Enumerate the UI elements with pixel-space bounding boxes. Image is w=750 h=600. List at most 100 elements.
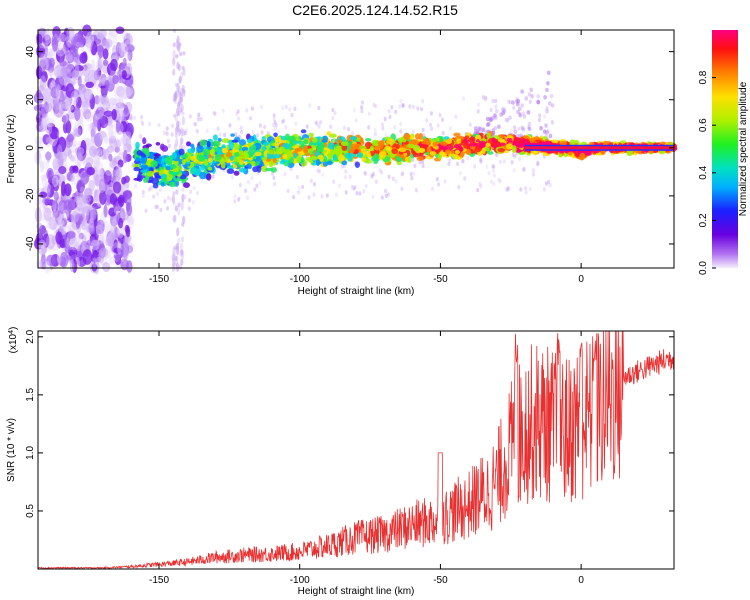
spectrogram-cell <box>372 153 380 160</box>
spectrogram-cell <box>180 137 184 145</box>
spectrogram-cell <box>238 168 247 173</box>
spectrogram-cell <box>344 175 347 180</box>
spectrogram-cell <box>117 194 125 207</box>
spectrogram-cell <box>182 51 186 56</box>
spectrogram-cell <box>69 258 75 273</box>
spectrogram-cell <box>93 95 101 105</box>
spectrogram-cell <box>407 143 415 148</box>
spectrogram-cell <box>360 105 364 110</box>
spectrogram-cell <box>112 218 117 232</box>
spectrogram-cell <box>109 193 117 206</box>
spectrogram-cell <box>394 179 398 184</box>
spectrogram-cell <box>56 130 62 138</box>
spectrogram-cell <box>83 88 94 102</box>
spectrogram-cell <box>167 143 171 149</box>
spectrogram-cell <box>348 174 352 179</box>
spectrogram-cell <box>64 183 72 197</box>
spectrogram-cell <box>65 120 72 134</box>
spectrogram-cell <box>140 164 149 170</box>
spectrogram-cell <box>506 118 510 123</box>
spectrogram-cell <box>354 118 358 123</box>
spectrogram-cell <box>504 187 508 192</box>
spectrogram-cell <box>188 114 192 119</box>
spectrogram-cell <box>506 186 510 191</box>
spectrogram-cell <box>481 127 486 133</box>
spectrogram-cell <box>457 185 461 190</box>
spectrogram-cell <box>329 124 333 129</box>
spectrogram-cell <box>362 188 366 194</box>
spectrogram-cell <box>372 172 375 177</box>
spectrogram-cell <box>311 137 318 143</box>
spectrogram-cell <box>40 118 50 129</box>
spectrogram-cell <box>86 167 95 176</box>
spectrogram-cell <box>172 97 176 103</box>
spectrogram-cell <box>150 185 154 190</box>
spectrogram-cell <box>107 222 113 238</box>
spectrogram-cell <box>384 193 388 198</box>
chart-title: C2E6.2025.124.14.52.R15 <box>292 2 458 18</box>
spectrogram-cell <box>211 140 220 147</box>
spectrogram-cell <box>408 104 412 109</box>
spectrogram-cell <box>183 182 190 189</box>
spectrogram-cell <box>307 195 311 200</box>
spectrogram-cell <box>241 146 249 152</box>
spectrogram-cell <box>39 160 45 173</box>
spectrogram-cell <box>366 151 371 158</box>
spectrogram-cell <box>536 162 540 167</box>
spectrogram-cell <box>353 185 357 190</box>
spectrogram-cell <box>56 49 65 63</box>
spectrogram-cell <box>61 217 68 227</box>
spectrogram-cell <box>156 204 159 210</box>
spectrogram-cell <box>332 154 338 161</box>
spectrogram-cell <box>112 74 119 85</box>
spectrogram-cell <box>115 102 126 109</box>
spectrogram-cell <box>361 100 364 105</box>
spectrogram-cell <box>491 168 495 173</box>
spectrogram-cell <box>141 147 150 153</box>
spectrogram-cell <box>551 139 559 144</box>
spectrogram-cell <box>160 181 165 187</box>
spectrogram-cell <box>70 155 75 162</box>
spectrogram-cell <box>545 106 549 111</box>
spectrogram-cell <box>173 261 177 271</box>
spectrogram-cell <box>37 228 45 235</box>
spectrogram-cell <box>148 151 155 160</box>
spectrogram-cell <box>498 159 502 165</box>
spectrogram-cell <box>399 129 403 134</box>
spectrogram-cell <box>327 142 335 150</box>
spectrogram-cell <box>140 114 144 120</box>
spectrogram-cell <box>400 186 404 192</box>
spectrogram-cell <box>281 119 284 124</box>
spectrogram-cell <box>105 181 116 196</box>
spectrogram-cell <box>174 133 178 139</box>
spectrogram-cell <box>263 141 269 147</box>
spectrogram-cell <box>52 68 63 78</box>
spectrogram-cell <box>180 236 185 243</box>
spectrogram-cell <box>421 99 425 104</box>
spectrogram-cell <box>79 102 88 113</box>
spectrogram-cell <box>85 31 95 48</box>
spectrogram-cell <box>312 182 316 187</box>
spectrogram-cell <box>400 172 404 177</box>
spectrogram-cell <box>87 123 93 132</box>
spectrogram-cell <box>238 150 244 156</box>
spectrogram-cell <box>193 121 197 127</box>
spectrogram-cell <box>51 175 59 187</box>
spectrogram-cell <box>169 197 173 202</box>
spectrogram-cell <box>261 164 267 173</box>
spectrogram-cell <box>250 175 254 181</box>
spectrogram-cell <box>529 87 533 93</box>
spectrogram-cell <box>511 152 515 158</box>
spectrogram-cell <box>199 171 207 180</box>
spectrogram-cell <box>377 140 385 146</box>
spectrogram-cell <box>189 189 193 194</box>
x-tick-label: -100 <box>290 274 310 285</box>
spectrogram-cell <box>176 262 180 273</box>
spectrogram-cell <box>282 118 286 124</box>
colorbar-gradient <box>712 30 738 268</box>
spectrogram-cell <box>226 168 235 174</box>
spectrogram-cell <box>182 215 186 224</box>
spectrogram-cell <box>203 158 209 167</box>
spectrogram-cell <box>260 104 263 110</box>
spectrogram-cell <box>107 31 114 40</box>
